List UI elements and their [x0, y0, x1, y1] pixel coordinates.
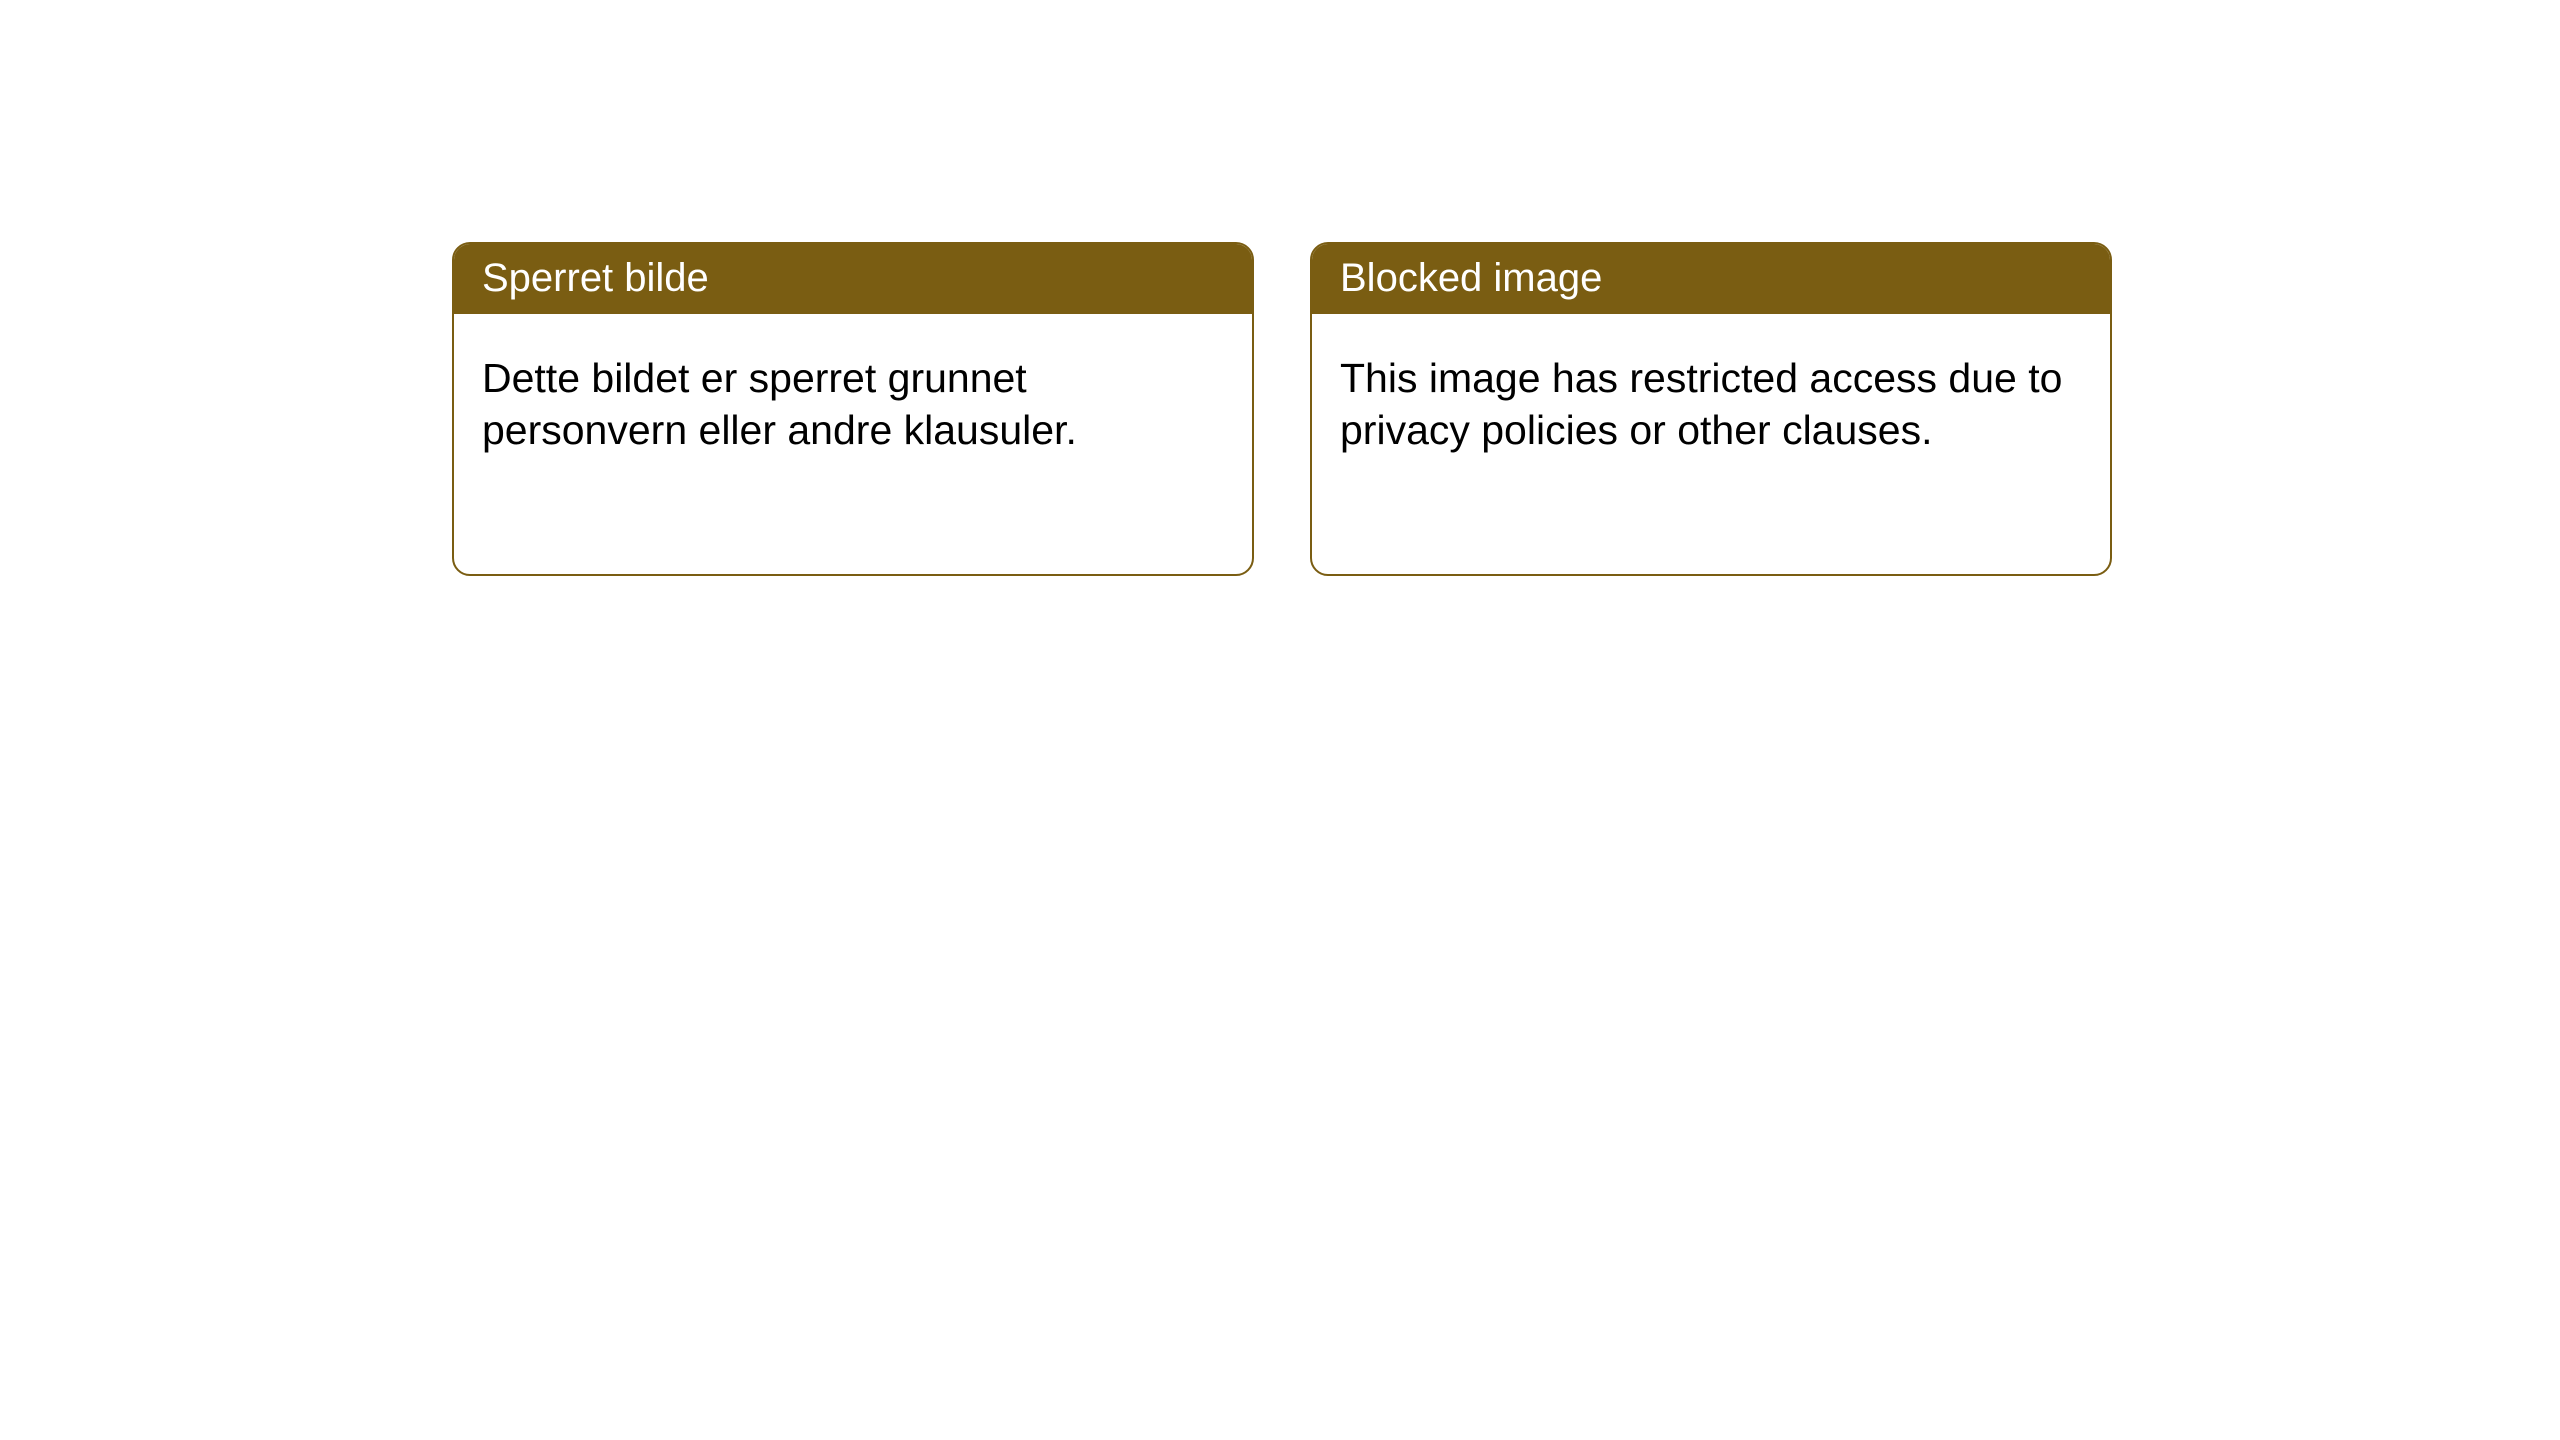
notice-body: This image has restricted access due to …: [1312, 314, 2110, 485]
notice-cards-container: Sperret bilde Dette bildet er sperret gr…: [452, 242, 2112, 576]
notice-header: Sperret bilde: [454, 244, 1252, 314]
notice-header: Blocked image: [1312, 244, 2110, 314]
notice-card-norwegian: Sperret bilde Dette bildet er sperret gr…: [452, 242, 1254, 576]
notice-card-english: Blocked image This image has restricted …: [1310, 242, 2112, 576]
notice-body: Dette bildet er sperret grunnet personve…: [454, 314, 1252, 485]
